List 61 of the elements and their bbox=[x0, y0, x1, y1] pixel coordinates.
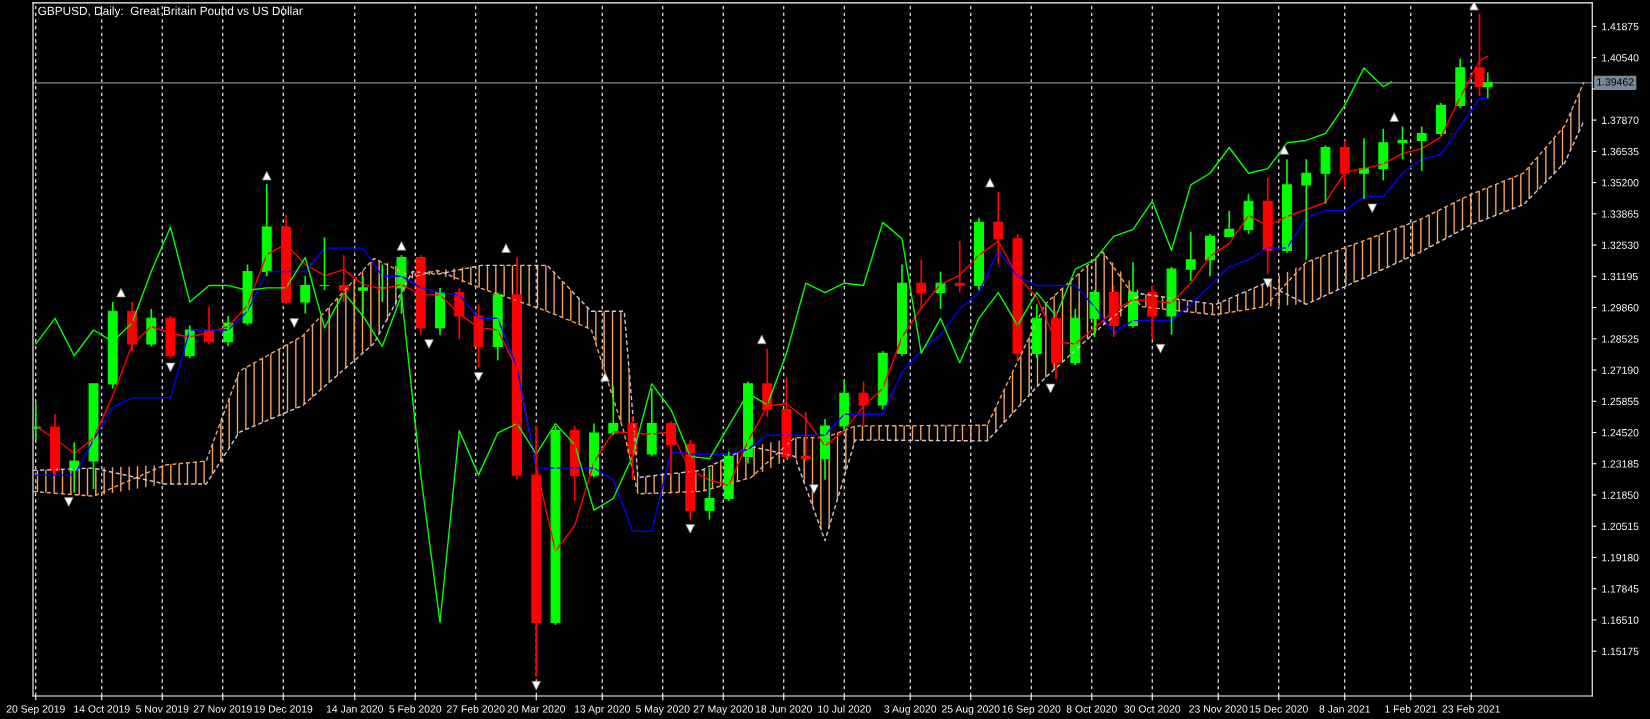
candlestick bbox=[781, 375, 792, 460]
x-tick-label: 19 Dec 2019 bbox=[254, 705, 313, 713]
candlestick bbox=[473, 303, 484, 369]
x-tick-label: 13 Apr 2020 bbox=[574, 705, 630, 715]
x-tick-label: 10 Jul 2020 bbox=[818, 705, 871, 713]
x-tick-label: 27 May 2020 bbox=[693, 705, 753, 715]
y-tick-label: 1.25855 bbox=[1602, 397, 1639, 406]
y-tick-label: 1.33865 bbox=[1602, 210, 1639, 218]
y-tick-label: 1.27190 bbox=[1602, 366, 1639, 374]
y-tick-label: 1.16510 bbox=[1602, 616, 1639, 624]
y-tick-label: 1.32530 bbox=[1602, 241, 1639, 249]
candlestick bbox=[1166, 265, 1177, 336]
candlestick bbox=[319, 236, 330, 292]
y-tick-label: 1.40540 bbox=[1602, 54, 1639, 62]
x-tick-label: 25 Aug 2020 bbox=[942, 705, 1000, 715]
x-tick-label: 27 Nov 2019 bbox=[193, 705, 252, 713]
y-tick-label: 1.23185 bbox=[1602, 460, 1639, 468]
x-tick-label: 23 Feb 2021 bbox=[1442, 705, 1500, 713]
y-tick-label: 1.20515 bbox=[1602, 522, 1639, 531]
y-tick-label: 1.21850 bbox=[1602, 491, 1639, 499]
candlestick bbox=[1397, 125, 1408, 161]
x-tick-label: 20 Mar 2020 bbox=[507, 705, 566, 713]
y-tick-label: 1.31195 bbox=[1602, 272, 1638, 281]
x-tick-label: 15 Dec 2020 bbox=[1250, 705, 1308, 713]
y-tick-label: 1.24520 bbox=[1602, 429, 1639, 437]
candlestick bbox=[1089, 289, 1100, 338]
y-tick-label: 1.37870 bbox=[1602, 116, 1639, 124]
x-tick-label: 3 Aug 2020 bbox=[884, 705, 937, 715]
x-tick-label: 27 Feb 2020 bbox=[447, 705, 505, 713]
chart-title: GBPUSD, Daily: Great Britain Pound vs US Dollar bbox=[38, 6, 303, 18]
x-tick-label: 16 Sep 2020 bbox=[1002, 705, 1061, 715]
candlestick bbox=[358, 275, 368, 315]
candlestick bbox=[1012, 233, 1023, 362]
x-tick-label: 8 Oct 2020 bbox=[1066, 705, 1117, 713]
line-series bbox=[35, 67, 1393, 624]
x-tick-label: 14 Jan 2020 bbox=[326, 705, 384, 713]
candlestick bbox=[165, 315, 176, 359]
x-tick-label: 23 Nov 2020 bbox=[1189, 705, 1248, 713]
y-tick-label: 1.15175 bbox=[1602, 647, 1639, 656]
x-tick-label: 14 Oct 2019 bbox=[74, 705, 130, 713]
y-tick-label: 1.41875 bbox=[1602, 22, 1639, 31]
candlestick bbox=[858, 380, 869, 427]
candlestick bbox=[1320, 144, 1331, 205]
x-tick-label: 18 Jun 2020 bbox=[755, 705, 813, 713]
x-tick-label: 8 Jan 2021 bbox=[1319, 705, 1371, 713]
y-tick-label: 1.36535 bbox=[1602, 147, 1639, 156]
x-tick-label: 5 Feb 2020 bbox=[389, 705, 442, 713]
x-tick-label: 20 Sep 2019 bbox=[6, 705, 65, 715]
y-tick-label: 1.28525 bbox=[1602, 335, 1639, 343]
y-tick-label: 1.19180 bbox=[1602, 553, 1639, 562]
candlestick bbox=[1243, 193, 1254, 235]
y-tick-label: 1.29860 bbox=[1602, 304, 1639, 312]
candlestick bbox=[704, 467, 715, 521]
y-tick-label: 1.35200 bbox=[1602, 179, 1639, 187]
x-tick-label: 5 May 2020 bbox=[635, 705, 690, 715]
ref-line-label: 1.39462 bbox=[1597, 78, 1634, 86]
y-tick-label: 1.17845 bbox=[1602, 585, 1639, 593]
x-tick-label: 5 Nov 2019 bbox=[136, 705, 189, 713]
x-tick-label: 30 Oct 2020 bbox=[1124, 705, 1181, 713]
x-tick-label: 1 Feb 2021 bbox=[1385, 705, 1437, 713]
candlestick bbox=[88, 382, 99, 490]
